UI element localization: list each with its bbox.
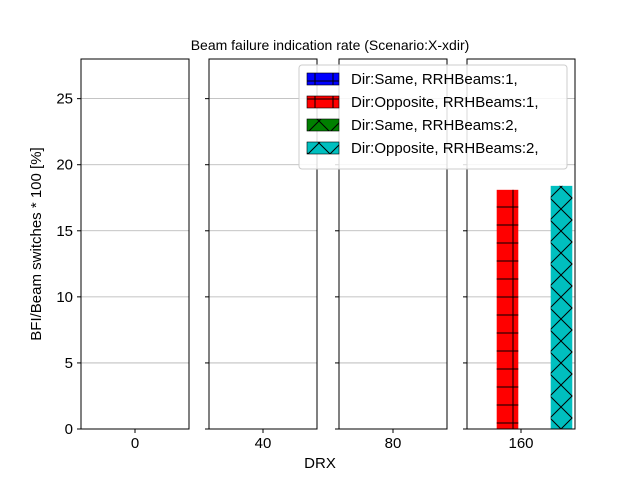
legend-label: Dir:Opposite, RRHBeams:2, bbox=[351, 140, 539, 157]
panel-40: 40 bbox=[205, 58, 318, 452]
y-tick-label: 15 bbox=[56, 223, 73, 240]
chart-title: Beam failure indication rate (Scenario:X… bbox=[191, 37, 470, 53]
legend-label: Dir:Same, RRHBeams:2, bbox=[351, 117, 518, 134]
bar-hatch-160-series-1 bbox=[496, 189, 519, 429]
legend-swatch-hatch bbox=[306, 118, 340, 132]
x-tick-label: 80 bbox=[385, 435, 402, 452]
legend-entry-2: Dir:Same, RRHBeams:2, bbox=[306, 117, 518, 134]
x-tick-label: 160 bbox=[508, 435, 533, 452]
x-axis-label: DRX bbox=[304, 455, 336, 472]
y-tick-label: 20 bbox=[56, 157, 73, 174]
legend-entry-3: Dir:Opposite, RRHBeams:2, bbox=[306, 140, 539, 157]
y-axis-label: BFI/Beam switches * 100 [%] bbox=[28, 147, 45, 340]
legend-swatch-hatch bbox=[306, 95, 340, 109]
legend-label: Dir:Same, RRHBeams:1, bbox=[351, 71, 518, 88]
y-tick-label: 10 bbox=[56, 289, 73, 306]
legend-label: Dir:Opposite, RRHBeams:1, bbox=[351, 94, 539, 111]
y-tick-label: 5 bbox=[65, 355, 73, 372]
legend-box bbox=[298, 64, 568, 170]
legend: Dir:Same, RRHBeams:1, Dir:Opposite, RRHBe… bbox=[298, 64, 568, 170]
x-tick-label: 40 bbox=[255, 435, 272, 452]
panels-group: 0 5 10 15 20 25 0 40 80 160 bbox=[56, 58, 576, 452]
panel-0: 0 5 10 15 20 25 0 bbox=[56, 58, 190, 452]
legend-swatch-hatch bbox=[306, 72, 340, 86]
x-tick-label: 0 bbox=[131, 435, 139, 452]
panel-frame bbox=[80, 58, 190, 430]
legend-swatch-hatch bbox=[306, 141, 340, 155]
bar-hatch-160-series-3 bbox=[550, 185, 573, 429]
panel-160: 160 bbox=[463, 58, 576, 452]
legend-entry-1: Dir:Opposite, RRHBeams:1, bbox=[306, 94, 539, 111]
legend-entry-0: Dir:Same, RRHBeams:1, bbox=[306, 71, 518, 88]
y-tick-label: 0 bbox=[65, 421, 73, 438]
y-tick-label: 25 bbox=[56, 91, 73, 108]
